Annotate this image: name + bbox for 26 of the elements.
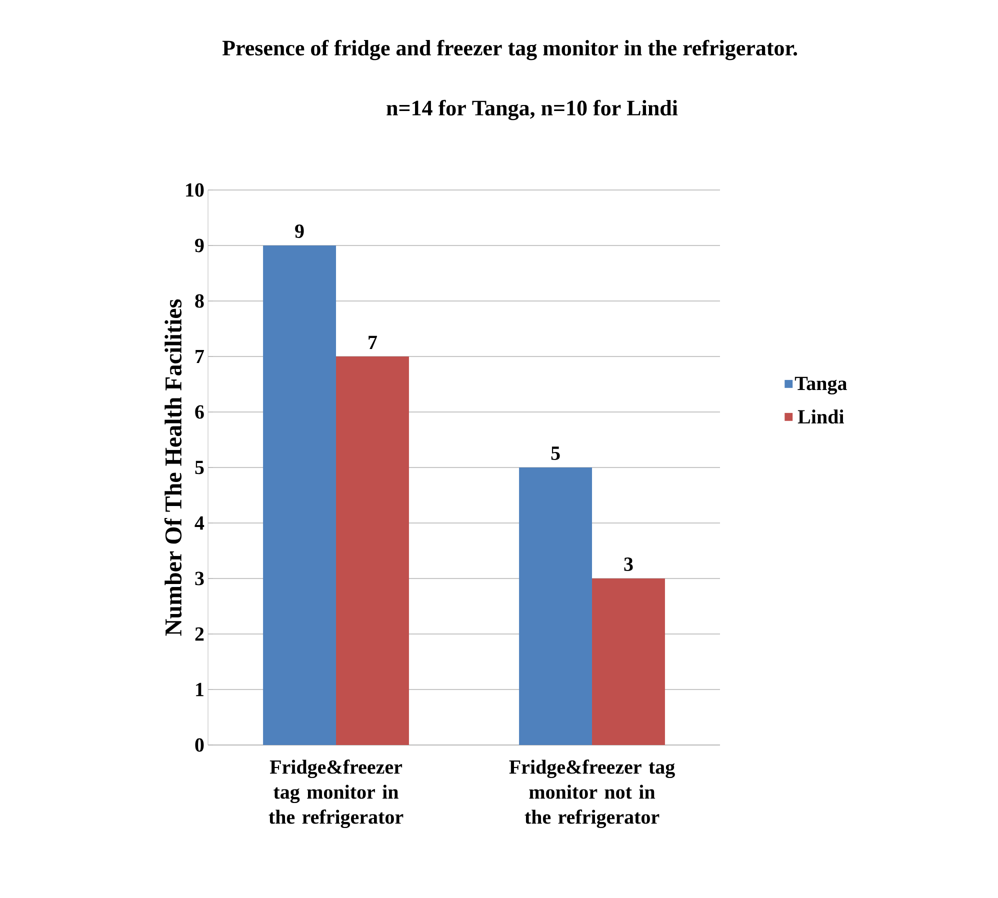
bar — [519, 468, 592, 745]
data-label: 3 — [624, 558, 633, 571]
chart-subtitle: n=14 for Tanga, n=10 for Lindi — [386, 100, 678, 120]
legend-label: Lindi — [798, 410, 844, 424]
y-tick-label: 4 — [194, 516, 204, 530]
bar — [592, 578, 665, 745]
y-tick-label: 2 — [195, 627, 204, 641]
y-axis-title: Number Of The Health Facilities — [164, 299, 182, 636]
chart-title: Presence of fridge and freezer tag monitor in the refrigerator. — [222, 40, 798, 60]
data-label: 5 — [551, 446, 560, 460]
legend-label: Tanga — [794, 376, 847, 394]
data-label: 9 — [295, 224, 304, 238]
y-tick-label: 5 — [195, 460, 204, 474]
y-tick-label: 0 — [195, 738, 204, 752]
y-tick-label: 6 — [195, 405, 204, 419]
y-tick-label: 1 — [196, 682, 204, 696]
y-tick-label: 9 — [195, 238, 204, 252]
data-label: 7 — [368, 336, 377, 349]
bar — [336, 356, 409, 745]
y-tick-label: 7 — [196, 350, 204, 364]
x-tick-label: Fridge&freezer tag monitor not in the refrigerator — [509, 760, 675, 828]
bar — [263, 246, 336, 745]
y-tick-label: 10 — [186, 183, 204, 197]
y-tick-label: 3 — [195, 572, 204, 586]
y-tick-label: 8 — [195, 294, 204, 308]
x-tick-label: Fridge&freezer tag monitor in the refrigerator — [268, 760, 404, 828]
